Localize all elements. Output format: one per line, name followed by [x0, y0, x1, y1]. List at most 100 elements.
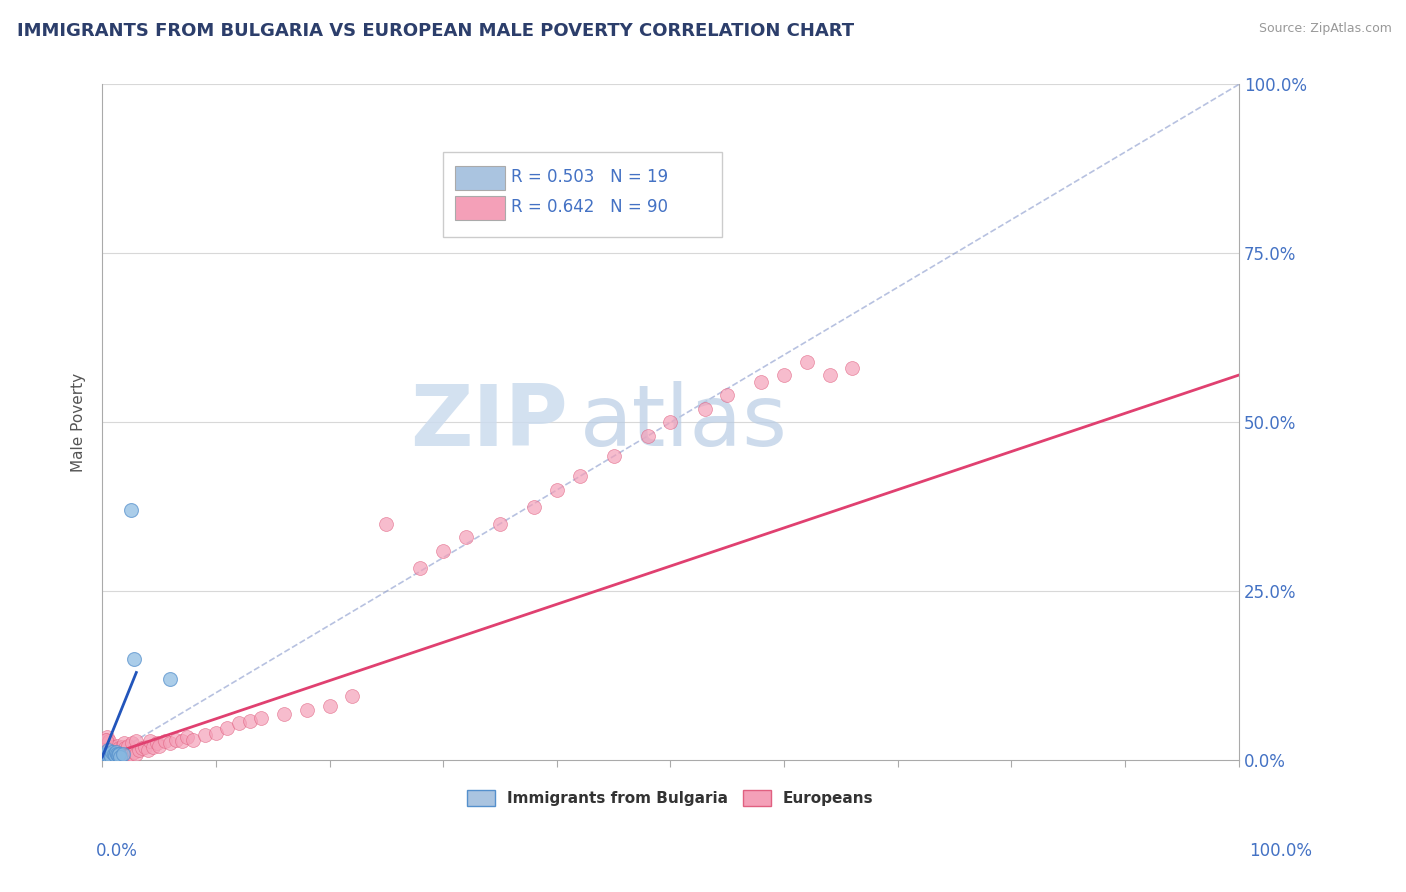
Point [120, 747, 142, 761]
Point [454, 530, 477, 544]
Point [97, 737, 120, 751]
Point [125, 747, 148, 761]
Point [93, 737, 115, 751]
Point [108, 747, 131, 761]
Point [193, 728, 215, 742]
Point [98, 743, 121, 757]
Point [136, 743, 159, 757]
FancyBboxPatch shape [454, 166, 505, 190]
Point [217, 721, 239, 735]
Point [96, 750, 118, 764]
Point [602, 449, 624, 463]
Point [94, 733, 117, 747]
Point [104, 750, 127, 764]
Point [250, 711, 273, 725]
Point [546, 483, 568, 497]
Point [104, 745, 127, 759]
Point [818, 368, 841, 383]
Point [148, 739, 170, 753]
Text: 0.0%: 0.0% [96, 842, 138, 860]
Text: atlas: atlas [579, 381, 787, 464]
Point [104, 739, 127, 754]
Point [105, 739, 128, 753]
Point [100, 750, 122, 764]
Y-axis label: Male Poverty: Male Poverty [72, 373, 86, 472]
Point [139, 734, 162, 748]
Point [796, 354, 818, 368]
Point [568, 469, 591, 483]
Point [93, 750, 115, 764]
Point [489, 516, 512, 531]
Text: 100.0%: 100.0% [1249, 842, 1312, 860]
Point [145, 737, 167, 751]
Point [100, 739, 122, 754]
Point [111, 747, 134, 762]
Point [104, 743, 127, 757]
Point [93, 747, 115, 762]
Point [128, 743, 150, 757]
Point [121, 737, 143, 751]
Text: R = 0.503   N = 19: R = 0.503 N = 19 [512, 168, 668, 186]
Text: R = 0.642   N = 90: R = 0.642 N = 90 [512, 198, 668, 217]
Point [103, 751, 125, 765]
Point [342, 689, 364, 703]
Point [94, 733, 117, 747]
Point [94, 747, 117, 761]
Point [105, 750, 128, 764]
Point [101, 745, 124, 759]
Point [114, 750, 136, 764]
Point [205, 726, 228, 740]
Point [159, 673, 181, 687]
Point [114, 741, 136, 756]
Point [108, 741, 131, 756]
Point [93, 747, 115, 761]
Point [96, 741, 118, 756]
Point [108, 750, 131, 764]
Point [170, 734, 193, 748]
Point [98, 734, 121, 748]
Point [153, 734, 176, 748]
Point [659, 416, 682, 430]
Point [125, 734, 148, 748]
Point [239, 714, 262, 728]
Point [93, 750, 115, 764]
FancyBboxPatch shape [454, 196, 505, 220]
Point [159, 737, 181, 751]
Point [409, 560, 432, 574]
Point [523, 500, 546, 514]
Point [107, 747, 129, 762]
Point [122, 745, 145, 759]
Text: Source: ZipAtlas.com: Source: ZipAtlas.com [1258, 22, 1392, 36]
Point [93, 747, 115, 762]
Point [751, 375, 773, 389]
Point [110, 739, 132, 754]
Point [103, 747, 125, 761]
Point [98, 750, 121, 764]
Point [318, 699, 340, 714]
Text: IMMIGRANTS FROM BULGARIA VS EUROPEAN MALE POVERTY CORRELATION CHART: IMMIGRANTS FROM BULGARIA VS EUROPEAN MAL… [17, 22, 853, 40]
Point [97, 743, 120, 757]
Point [176, 730, 198, 744]
Point [115, 747, 138, 762]
Point [98, 747, 121, 761]
Point [693, 401, 716, 416]
FancyBboxPatch shape [443, 152, 721, 236]
Point [134, 739, 156, 754]
Text: ZIP: ZIP [411, 381, 568, 464]
Point [98, 750, 121, 764]
Point [131, 741, 153, 756]
Point [165, 733, 187, 747]
Point [101, 750, 124, 764]
Point [110, 750, 132, 764]
Point [93, 743, 115, 757]
Point [841, 361, 863, 376]
Point [181, 733, 204, 747]
Point [122, 652, 145, 666]
Point [101, 743, 124, 757]
Point [93, 739, 115, 754]
Point [432, 544, 454, 558]
Point [142, 739, 165, 754]
Point [716, 388, 738, 402]
Point [110, 750, 132, 764]
Point [111, 747, 134, 761]
